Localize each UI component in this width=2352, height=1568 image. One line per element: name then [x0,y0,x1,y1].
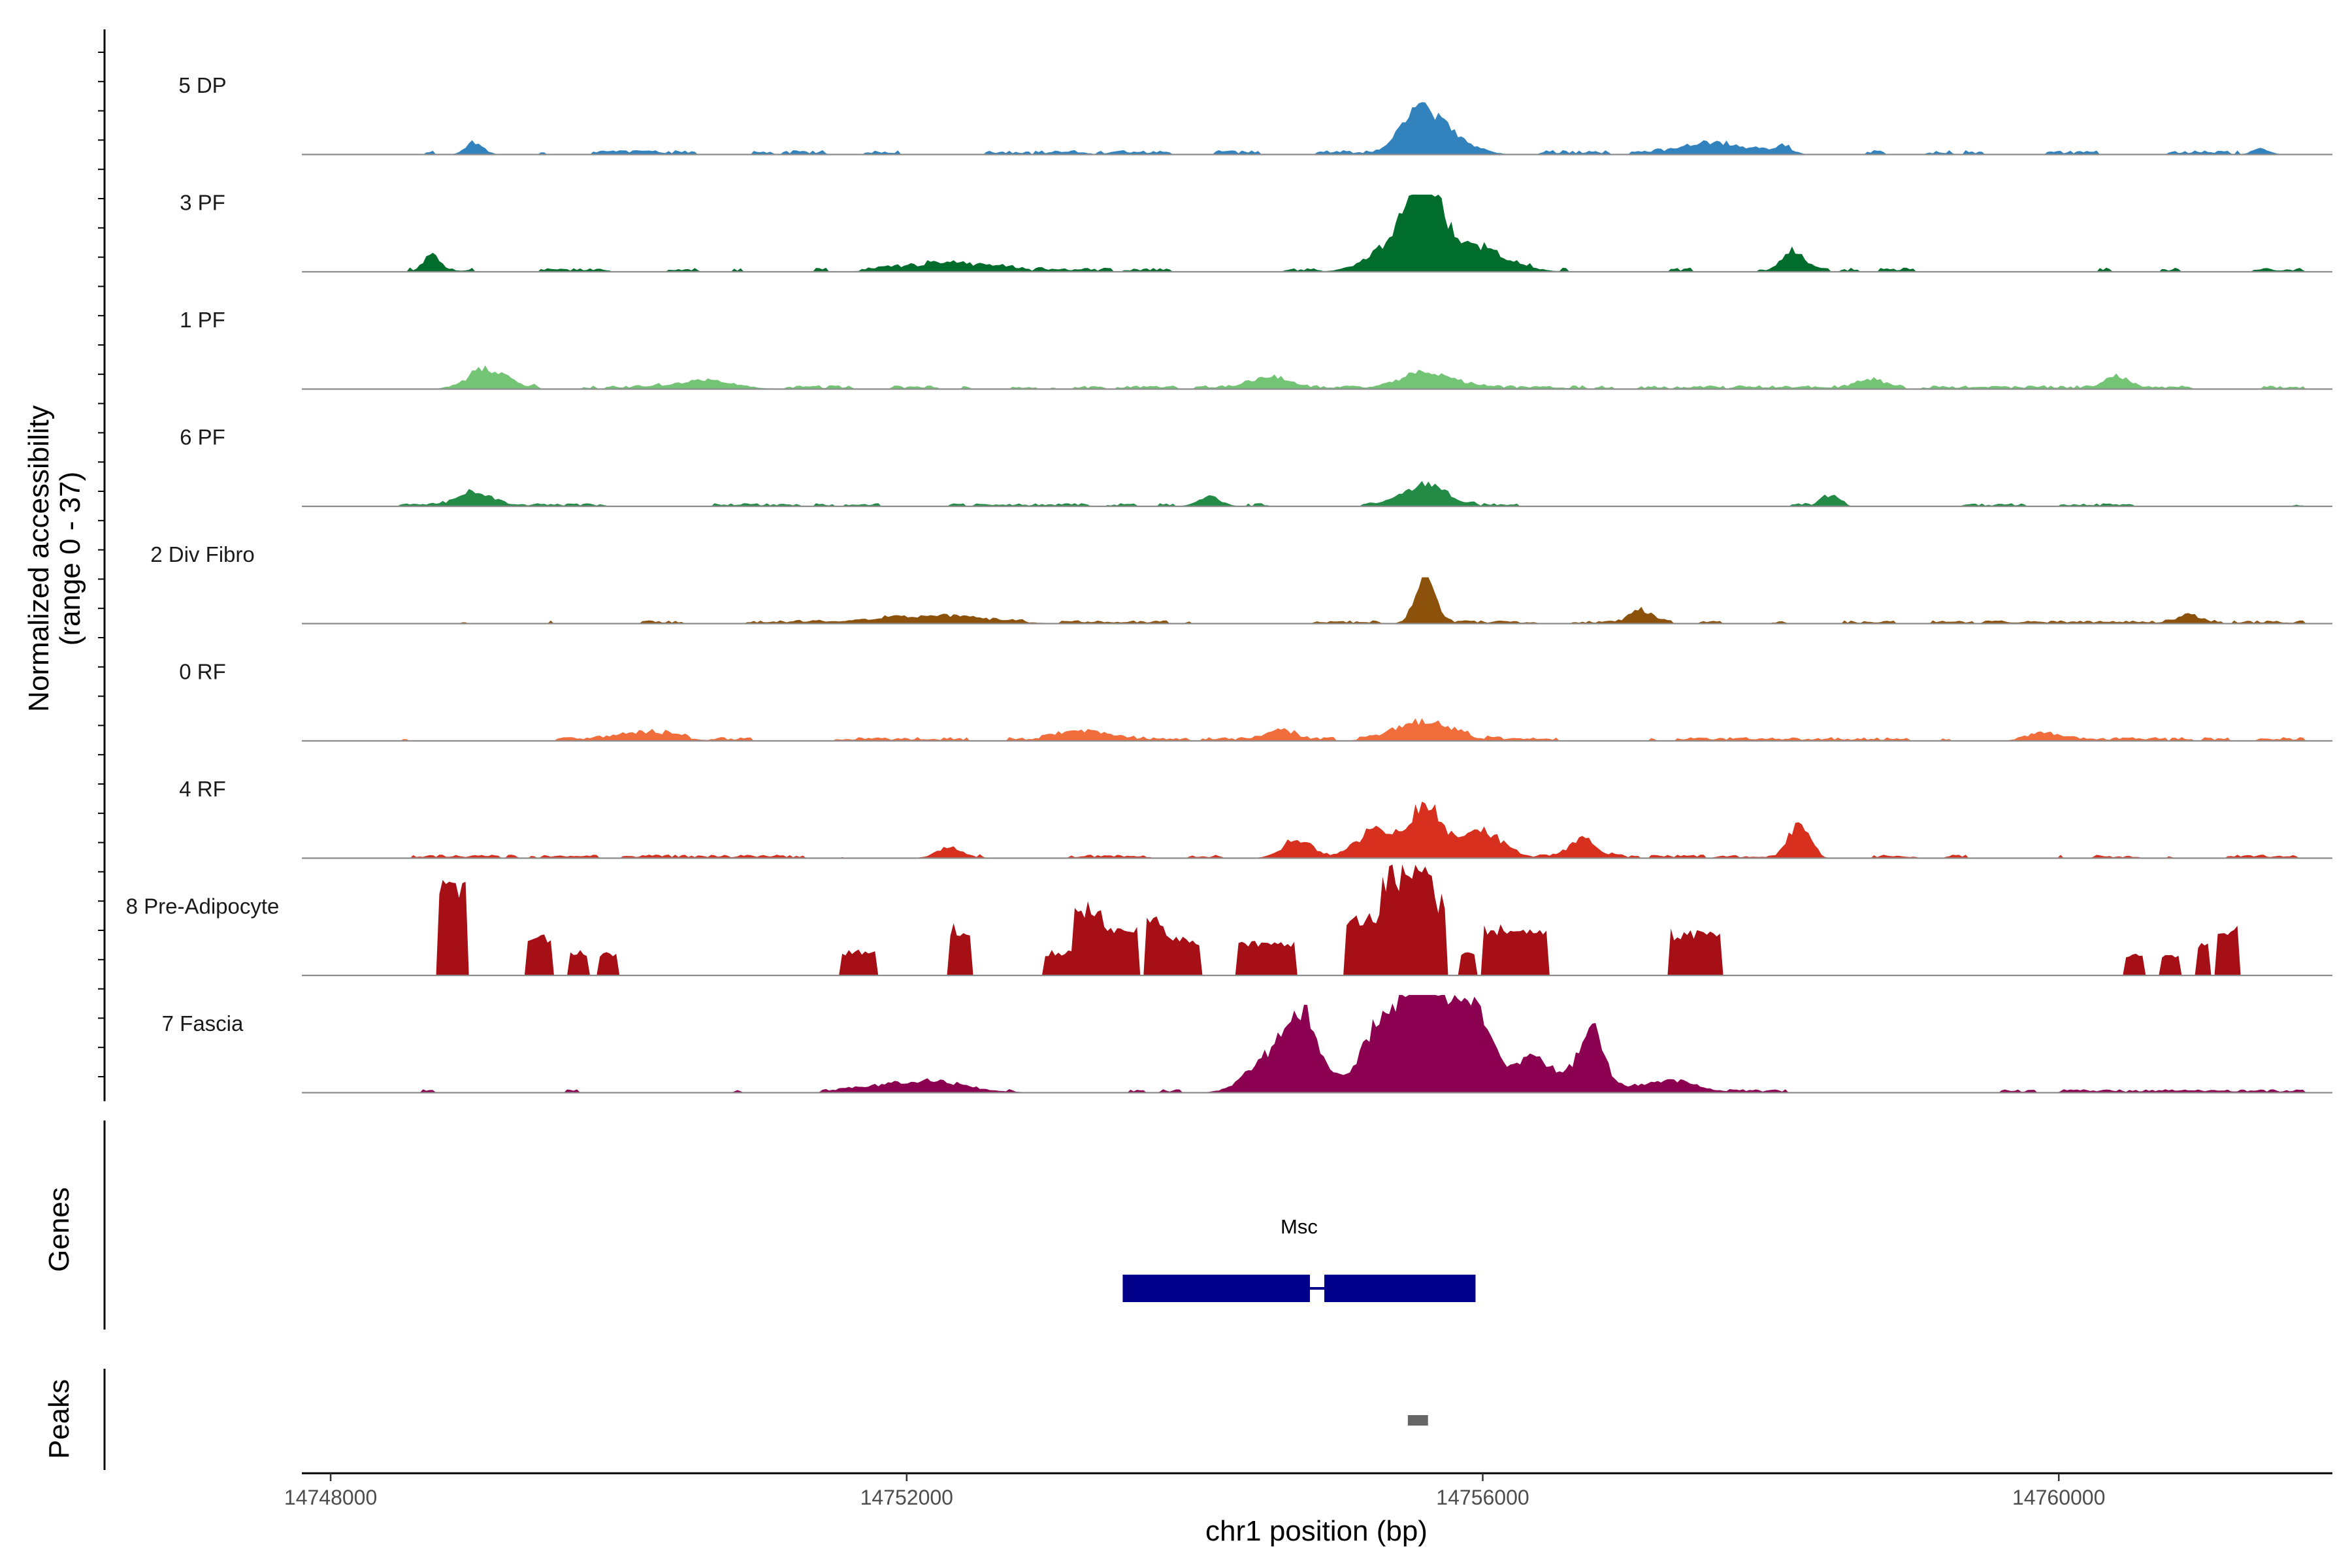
gene-model-msc: Msc [1122,1215,1476,1302]
tracks-layer: 5 DP 3 PF 1 PF 6 PF 2 Div Fibro 0 RF 4 RF 8 Pre… [126,73,2332,1094]
coverage-area [302,194,2332,272]
track-8-pre-adipocyte: 8 Pre-Adipocyte [126,864,2332,977]
coverage-area [302,994,2332,1093]
coverage-area [302,481,2332,506]
gene-exon [1122,1275,1310,1302]
x-axis-tick-label: 14748000 [284,1486,377,1509]
x-axis-tick-label: 14760000 [2012,1486,2105,1509]
axes-layer: Msc 14748000 14752000 14756000 14760000 [98,29,2332,1509]
track-label: 2 Div Fibro [150,542,255,566]
gene-label: Msc [1281,1215,1318,1238]
track-label: 3 PF [180,191,225,215]
coverage-area [302,718,2332,741]
track-6-pf: 6 PF [180,425,2332,508]
track-label: 1 PF [180,308,225,332]
track-label: 4 RF [179,777,226,801]
coverage-area [302,864,2332,975]
track-1-pf: 1 PF [180,308,2332,390]
coverage-area [302,365,2332,389]
coverage-area [302,801,2332,858]
track-5-dp: 5 DP [178,73,2332,155]
track-2-div-fibro: 2 Div Fibro [150,542,2332,625]
x-axis-tick-label: 14756000 [1436,1486,1529,1509]
track-label: 5 DP [178,73,226,97]
x-axis-title: chr1 position (bp) [1205,1515,1428,1547]
x-axis-tick-label: 14752000 [860,1486,953,1509]
peak-region [1407,1415,1428,1426]
y-axis-title-line2: (range 0 - 37) [54,472,86,646]
coverage-area [302,577,2332,624]
y-axis-title-line1: Normalized accessibility [23,405,55,711]
track-7-fascia: 7 Fascia [162,994,2332,1094]
track-4-rf: 4 RF [179,777,2332,859]
track-label: 0 RF [179,660,226,684]
track-0-rf: 0 RF [179,660,2332,742]
gene-exon [1324,1275,1476,1302]
peaks-panel-title: Peaks [43,1379,75,1459]
track-3-pf: 3 PF [180,191,2332,273]
track-label: 8 Pre-Adipocyte [126,894,280,919]
track-label: 7 Fascia [162,1011,244,1036]
track-label: 6 PF [180,425,225,449]
genes-panel-title: Genes [43,1187,75,1272]
coverage-area [302,102,2332,155]
